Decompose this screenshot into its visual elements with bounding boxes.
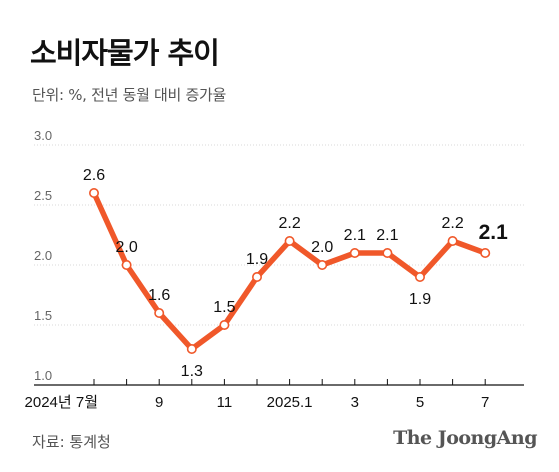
data-label: 2.1 [479,221,509,244]
data-point [349,248,360,259]
data-label: 2.6 [83,167,105,184]
data-point [154,307,165,318]
y-tick-label: 1.5 [34,308,52,323]
data-point [414,271,425,282]
data-point [186,343,197,354]
x-tick-label: 2024년 7월 [25,394,98,411]
chart-title: 소비자물가 추이 [30,36,220,70]
data-label: 2.0 [115,239,137,256]
data-label: 1.9 [409,291,431,308]
data-point [89,188,100,199]
x-tick-label: 7 [481,394,489,411]
data-label: 2.2 [278,215,300,232]
data-label: 2.1 [344,227,366,244]
data-label: 1.6 [148,287,170,304]
data-label: 1.5 [213,299,235,316]
x-tick-label: 2025.1 [267,394,313,411]
brand-logo: The JoongAng [393,427,537,449]
data-point [447,236,458,247]
data-label: 2.1 [376,227,398,244]
y-tick-label: 1.0 [34,368,52,383]
data-label: 2.2 [441,215,463,232]
data-label: 1.3 [181,363,203,380]
data-point [382,248,393,259]
data-point [480,248,491,259]
data-point [219,319,230,330]
y-tick-label: 3.0 [34,128,52,143]
data-label: 2.0 [311,239,333,256]
data-point [252,271,263,282]
x-tick-label: 5 [416,394,424,411]
x-tick-label: 3 [351,394,359,411]
y-tick-label: 2.0 [34,248,52,263]
source-note: 자료: 통계청 [32,433,111,451]
data-label: 1.9 [246,251,268,268]
x-tick-label: 11 [217,394,233,411]
data-point [317,259,328,270]
data-point [121,259,132,270]
data-point [284,236,295,247]
x-tick-label: 9 [155,394,163,411]
y-tick-label: 2.5 [34,188,52,203]
chart-subtitle: 단위: %, 전년 동월 대비 증가율 [32,86,227,104]
